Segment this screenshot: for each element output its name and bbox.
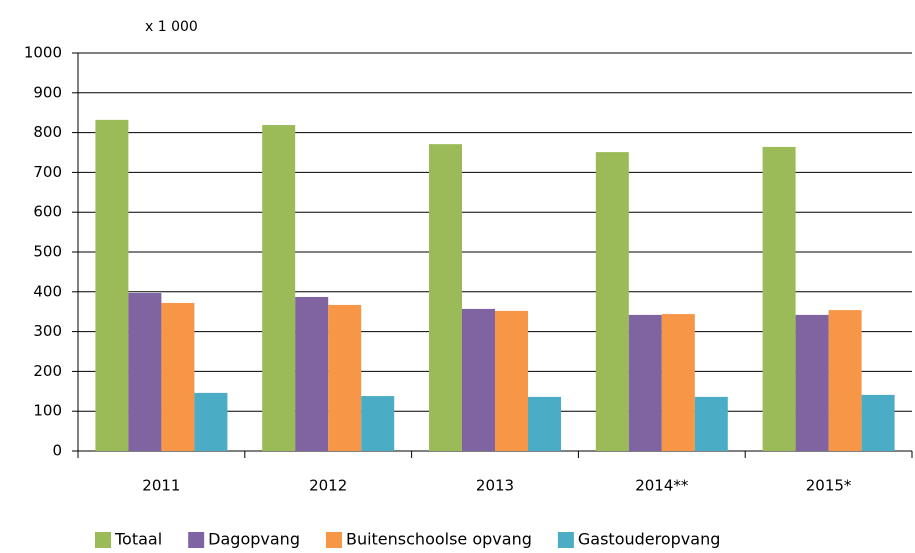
bar <box>328 304 362 451</box>
y-tick-label: 1000 <box>24 44 62 62</box>
bar <box>161 302 195 451</box>
y-tick-label: 100 <box>33 402 62 420</box>
bar <box>762 146 796 452</box>
y-tick-label: 200 <box>33 362 62 380</box>
y-tick-label: 700 <box>33 163 62 181</box>
legend-label: Gastouderopvang <box>578 530 720 549</box>
y-tick-label: 600 <box>33 203 62 221</box>
legend-label: Buitenschoolse opvang <box>346 530 532 549</box>
bar <box>528 396 561 451</box>
x-tick-label: 2011 <box>142 477 180 495</box>
bar <box>462 308 495 451</box>
legend-label: Dagopvang <box>208 530 300 549</box>
bar <box>429 144 462 451</box>
y-tick-label: 900 <box>33 83 62 101</box>
bar <box>361 396 395 451</box>
bar <box>95 119 129 451</box>
y-tick-label: 0 <box>52 442 62 460</box>
legend-swatch <box>188 532 205 548</box>
bar <box>194 392 228 451</box>
unit-label: x 1 000 <box>145 19 198 35</box>
legend-label: Totaal <box>114 530 162 549</box>
bar <box>694 396 728 451</box>
bar <box>828 310 862 451</box>
bar <box>661 314 695 451</box>
x-tick-label: 2015* <box>806 477 852 495</box>
legend-swatch <box>325 532 342 548</box>
x-tick-label: 2013 <box>476 477 514 495</box>
legend-swatch <box>95 532 111 548</box>
bar <box>795 314 829 451</box>
legend-swatch <box>557 532 574 548</box>
x-tick-label: 2012 <box>309 477 347 495</box>
bar <box>295 296 329 451</box>
x-tick-label: 2014** <box>635 477 689 495</box>
bar <box>861 394 895 451</box>
bar <box>595 152 629 452</box>
bar <box>262 125 296 452</box>
y-tick-label: 800 <box>33 123 62 141</box>
y-tick-label: 400 <box>33 282 62 300</box>
bar <box>495 310 528 451</box>
bar <box>128 292 162 451</box>
bar <box>628 314 662 451</box>
y-tick-label: 500 <box>33 243 62 261</box>
y-tick-label: 300 <box>33 322 62 340</box>
